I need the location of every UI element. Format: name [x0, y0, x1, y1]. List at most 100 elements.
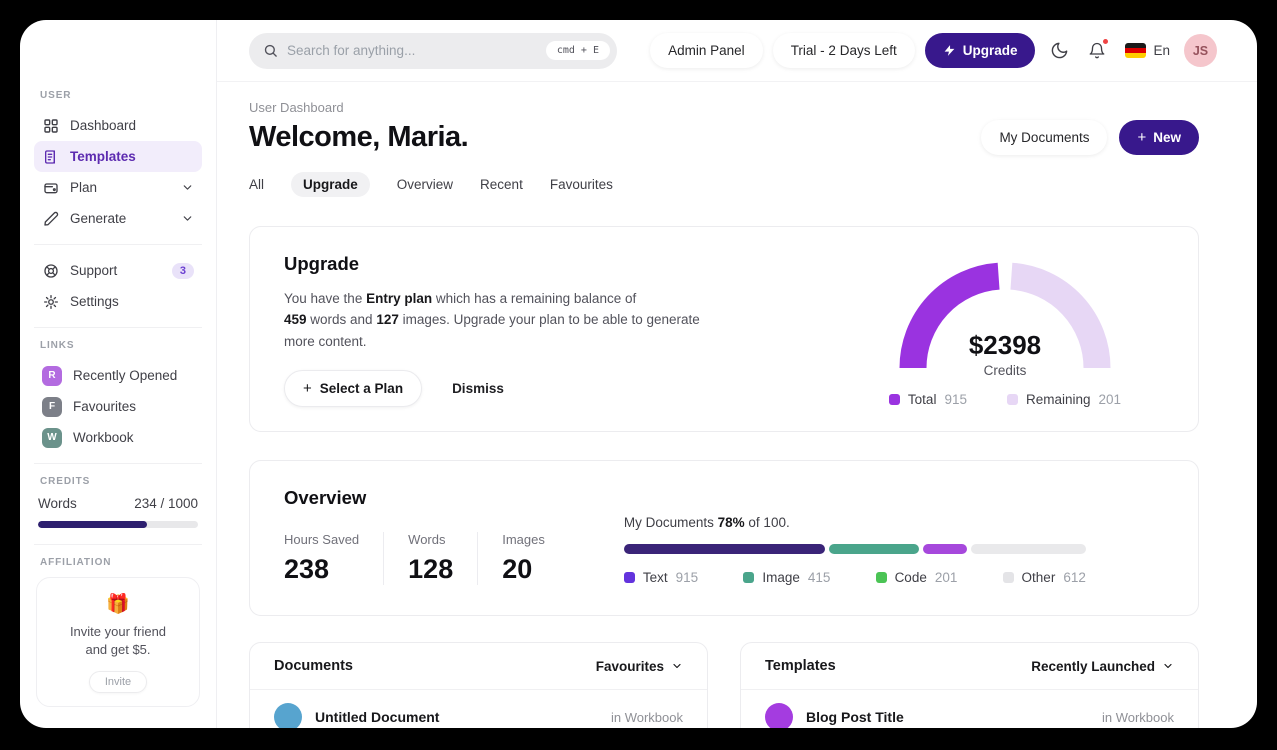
trial-status-badge[interactable]: Trial - 2 Days Left	[772, 33, 915, 68]
filter-tabs: All Upgrade Overview Recent Favourites	[249, 172, 1199, 197]
stat-value: 20	[502, 554, 533, 584]
dark-mode-toggle[interactable]	[1045, 37, 1073, 65]
legend-swatch	[1002, 572, 1014, 583]
my-documents-button[interactable]: My Documents	[981, 120, 1108, 155]
overview-card: Overview Hours Saved 238 Words 128 Image…	[249, 460, 1199, 616]
legend-item-total: Total 915	[888, 392, 967, 407]
plus-icon: +	[303, 379, 312, 397]
template-avatar	[765, 703, 793, 728]
sidebar-item-plan[interactable]: Plan	[34, 172, 202, 203]
template-list-item[interactable]: Blog Post Title in Workbook	[741, 690, 1198, 728]
document-location: in Workbook	[610, 709, 683, 725]
overview-stats: Hours Saved 238 Words 128 Images 20	[284, 532, 569, 585]
tab-overview[interactable]: Overview	[396, 177, 454, 192]
select-plan-label: Select a Plan	[319, 380, 404, 396]
sidebar-item-dashboard[interactable]: Dashboard	[34, 110, 202, 141]
notifications-button[interactable]	[1083, 37, 1111, 65]
sidebar-item-label: Recently Opened	[73, 368, 178, 383]
templates-card-title: Templates	[765, 658, 836, 674]
sidebar-item-settings[interactable]: Settings	[34, 286, 202, 317]
content: User Dashboard Welcome, Maria. My Docume…	[217, 82, 1257, 728]
legend-item-other: Other 612	[1002, 570, 1086, 585]
document-list-item[interactable]: Untitled Document in Workbook	[250, 690, 707, 728]
page-title: Welcome, Maria.	[249, 121, 469, 153]
sidebar-link-recently-opened[interactable]: R Recently Opened	[34, 360, 202, 391]
documents-filter-label: Favourites	[595, 658, 664, 674]
lightning-bolt-icon	[943, 44, 956, 57]
half-donut-chart	[899, 262, 1111, 369]
divider	[34, 244, 202, 245]
new-button[interactable]: + New	[1119, 120, 1199, 155]
divider	[34, 327, 202, 328]
stat-value: 238	[284, 554, 330, 584]
gauge-legend: Total 915 Remaining 201	[888, 392, 1121, 407]
document-icon	[42, 148, 59, 165]
legend-value: 915	[944, 392, 967, 407]
sidebar-item-generate[interactable]: Generate	[34, 203, 202, 234]
affiliation-text-line2: and get $5.	[85, 642, 151, 658]
sidebar-item-templates[interactable]: Templates	[34, 141, 202, 172]
legend-item-image: Image 415	[743, 570, 830, 585]
sidebar-item-label: Workbook	[73, 430, 134, 445]
dismiss-button[interactable]: Dismiss	[452, 380, 504, 396]
admin-panel-button[interactable]: Admin Panel	[650, 33, 763, 68]
tab-favourites[interactable]: Favourites	[549, 177, 613, 192]
overview-card-title: Overview	[284, 487, 367, 508]
section-label-user: USER	[40, 90, 72, 101]
bar-segment-image	[828, 544, 919, 554]
tab-recent[interactable]: Recent	[480, 177, 523, 192]
invite-button[interactable]: Invite	[88, 671, 148, 694]
tab-all[interactable]: All	[249, 177, 265, 192]
legend-swatch	[875, 572, 887, 583]
sidebar-item-support[interactable]: Support 3	[34, 255, 202, 286]
templates-filter-dropdown[interactable]: Recently Launched	[1031, 659, 1174, 674]
section-label-links: LINKS	[40, 340, 75, 351]
legend-swatch	[1006, 394, 1018, 405]
chevron-down-icon	[181, 181, 194, 194]
language-selector[interactable]: En	[1125, 43, 1170, 58]
legend-value: 915	[675, 570, 699, 585]
document-name: Untitled Document	[315, 709, 440, 725]
credits-progress-fill	[38, 521, 147, 528]
credits-words-value: 234 / 1000	[134, 496, 198, 511]
legend-value: 612	[1063, 570, 1086, 585]
sidebar-link-workbook[interactable]: W Workbook	[34, 422, 202, 453]
legend-swatch	[743, 572, 755, 583]
usage-block: My Documents 78% of 100. Text 915	[623, 487, 1086, 585]
template-location: in Workbook	[1101, 709, 1174, 725]
gauge-segment-total	[899, 262, 1000, 369]
select-plan-button[interactable]: + Select a Plan	[284, 369, 423, 407]
bar-segment-text	[623, 544, 825, 554]
stat-hours-saved: Hours Saved 238	[284, 532, 383, 585]
legend-swatch	[888, 394, 900, 405]
search-icon	[263, 43, 278, 58]
support-count-badge: 3	[171, 262, 194, 279]
credits-progress-bar	[38, 521, 198, 528]
overview-card-left: Overview Hours Saved 238 Words 128 Image…	[284, 487, 569, 585]
lifebuoy-icon	[42, 262, 59, 279]
upgrade-button-label: Upgrade	[962, 43, 1018, 58]
legend-item-text: Text 915	[623, 570, 699, 585]
documents-filter-dropdown[interactable]: Favourites	[596, 659, 683, 674]
app-window: USER Dashboard Templates Plan	[20, 20, 1257, 728]
chevron-down-icon	[1164, 663, 1172, 669]
stacked-progress-bar	[623, 544, 1086, 554]
user-avatar[interactable]: JS	[1184, 34, 1217, 67]
section-label-affiliation: AFFILIATION	[40, 557, 112, 568]
bar-segment-code	[922, 544, 967, 554]
sidebar-link-favourites[interactable]: F Favourites	[34, 391, 202, 422]
legend-label: Code	[894, 570, 927, 585]
sidebar-item-label: Support	[70, 263, 118, 278]
search-input[interactable]: Search for anything... cmd + E	[249, 32, 617, 69]
upgrade-card-body: You have the Entry plan which has a rema…	[284, 291, 700, 349]
sidebar-item-label: Settings	[70, 294, 119, 309]
documents-card: Documents Favourites Untitled Document i…	[249, 642, 708, 728]
gift-icon: 🎁	[106, 594, 130, 615]
stat-label: Words	[408, 532, 446, 547]
stat-value: 128	[408, 554, 454, 584]
sidebar-item-label: Plan	[70, 180, 98, 195]
plus-icon: +	[1137, 129, 1147, 146]
upgrade-button[interactable]: Upgrade	[924, 33, 1036, 68]
legend-label: Total	[907, 392, 937, 407]
tab-upgrade[interactable]: Upgrade	[291, 172, 370, 197]
